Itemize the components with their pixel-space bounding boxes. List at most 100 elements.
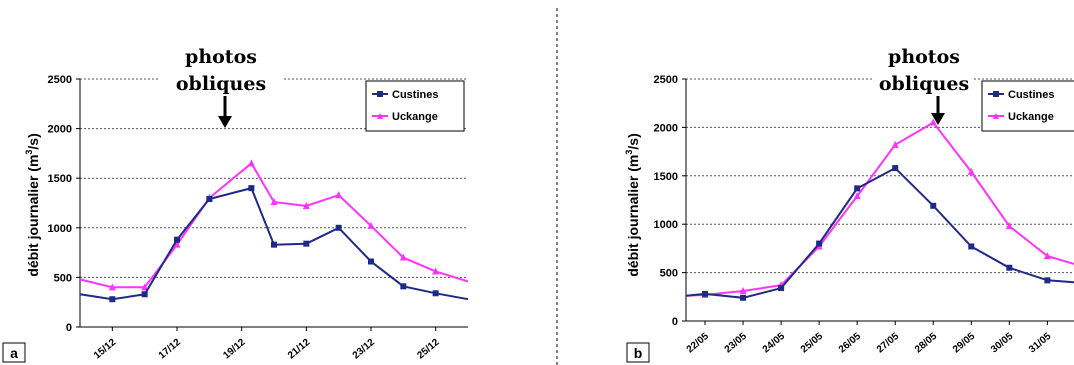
- y-tick-label: 0: [672, 316, 678, 328]
- x-tick-label: 23/12: [351, 337, 378, 362]
- x-tick-label: 15/12: [92, 337, 119, 362]
- data-point-uckange: [335, 191, 343, 199]
- data-point-custines: [1006, 264, 1013, 271]
- chart-panel-b: 0 500 1000 1500 2000 2500 22/05 23/05 24/05 25/0…: [624, 42, 1074, 363]
- x-tick-label: 19/12: [221, 337, 248, 362]
- data-point-custines: [206, 196, 213, 203]
- data-point-custines: [109, 296, 116, 303]
- y-tick-label: 1000: [654, 219, 678, 231]
- data-point-custines: [248, 185, 255, 192]
- x-tick-label: 31/05: [1027, 331, 1054, 356]
- panel-label-box: a: [2, 342, 26, 363]
- data-point-custines: [702, 290, 709, 297]
- series-line-uckange: [685, 121, 1074, 297]
- legend: Custines Uckange: [981, 80, 1074, 132]
- legend-item-custines: Custines: [988, 89, 1054, 101]
- annotation-line-1: photos: [185, 46, 257, 68]
- legend-item-custines: Custines: [372, 89, 438, 101]
- series-uckange: [685, 118, 1074, 298]
- data-point-uckange: [1005, 222, 1013, 230]
- legend-item-uckange: Uckange: [988, 111, 1054, 123]
- x-tick-label: 27/05: [875, 331, 902, 356]
- y-tick-label: 2500: [48, 74, 72, 86]
- data-point-custines: [740, 294, 747, 301]
- x-tick-label: 29/05: [951, 331, 978, 356]
- y-tick-label: 2000: [48, 124, 72, 136]
- axes: [76, 78, 468, 331]
- annotation-line-2: obliques: [879, 73, 969, 95]
- annotation-backdrop: [158, 42, 282, 102]
- y-axis-label: débit journalier (m3/s): [24, 133, 41, 276]
- chart-panel-a: 0 500 1000 1500 2000 2500 15/12 17/12 19/12 21/1…: [2, 42, 469, 363]
- legend: Custines Uckange: [365, 80, 465, 132]
- data-point-custines: [892, 165, 899, 172]
- x-tick-label: 17/12: [157, 337, 184, 362]
- data-point-uckange: [108, 283, 116, 291]
- data-point-custines: [141, 291, 148, 298]
- y-tick-labels: 0 500 1000 1500 2000 2500: [654, 74, 678, 328]
- series-uckange: [79, 159, 469, 291]
- y-axis-label-end: /s): [25, 133, 41, 149]
- y-axis-label-end: /s): [625, 133, 641, 149]
- legend-label-uckange: Uckange: [392, 111, 438, 123]
- data-point-custines: [432, 290, 439, 297]
- data-point-custines: [778, 285, 785, 292]
- x-tick-label: 28/05: [913, 331, 940, 356]
- y-tick-label: 1500: [654, 171, 678, 183]
- x-tick-label: 22/05: [685, 331, 712, 356]
- annotation-line-2: obliques: [176, 73, 266, 95]
- data-point-uckange: [367, 221, 375, 229]
- data-point-custines: [335, 224, 342, 231]
- y-axis-label-superscript: 3: [24, 150, 34, 155]
- data-series: [685, 118, 1074, 301]
- data-point-custines: [854, 185, 861, 192]
- x-tick-label: 21/12: [286, 337, 313, 362]
- annotation-backdrop: [874, 42, 974, 102]
- legend-label-uckange: Uckange: [1008, 111, 1054, 123]
- data-point-uckange: [929, 118, 937, 126]
- panel-label: a: [10, 345, 18, 361]
- x-tick-labels: 15/12 17/12 19/12 21/12 23/12 25/12: [92, 337, 442, 362]
- panel-label-box: b: [626, 342, 650, 363]
- data-point-custines: [174, 236, 180, 243]
- y-tick-label: 2000: [654, 122, 678, 134]
- data-series: [79, 159, 469, 303]
- data-point-custines: [968, 243, 975, 250]
- y-axis-label-superscript: 3: [624, 150, 634, 155]
- data-point-custines: [816, 240, 823, 247]
- data-point-uckange: [891, 140, 899, 148]
- legend-label-custines: Custines: [392, 89, 438, 101]
- y-axis-label-main: débit journalier (m: [625, 155, 641, 277]
- y-tick-label: 500: [54, 272, 72, 284]
- x-tick-label: 25/12: [415, 337, 442, 362]
- series-custines: [685, 165, 1074, 301]
- y-tick-label: 0: [66, 322, 72, 334]
- data-point-uckange: [1043, 252, 1051, 260]
- data-point-uckange: [739, 286, 747, 294]
- series-line-custines: [685, 166, 1074, 299]
- x-tick-label: 23/05: [723, 331, 750, 356]
- data-point-uckange: [399, 253, 407, 261]
- x-tick-label: 24/05: [761, 331, 788, 356]
- axes: [682, 78, 1074, 325]
- y-axis-label-main: débit journalier (m: [25, 155, 41, 277]
- data-point-uckange: [302, 201, 310, 209]
- x-tick-label: 26/05: [837, 331, 864, 356]
- y-tick-labels: 0 500 1000 1500 2000 2500: [48, 74, 72, 334]
- data-point-custines: [1044, 277, 1051, 284]
- data-point-uckange: [247, 159, 255, 167]
- data-point-custines: [930, 202, 937, 209]
- y-axis-label: débit journalier (m3/s): [624, 133, 641, 276]
- legend-label-custines: Custines: [1008, 89, 1054, 101]
- data-point-custines: [400, 283, 407, 290]
- y-tick-label: 500: [660, 268, 678, 280]
- data-point-custines: [271, 241, 277, 248]
- data-point-uckange: [270, 198, 278, 206]
- y-tick-label: 2500: [654, 74, 678, 86]
- data-point-uckange: [173, 240, 181, 248]
- x-tick-label: 25/05: [799, 331, 826, 356]
- series-line-uckange: [79, 161, 469, 289]
- data-point-uckange: [141, 283, 149, 291]
- down-arrow-icon: [218, 96, 232, 128]
